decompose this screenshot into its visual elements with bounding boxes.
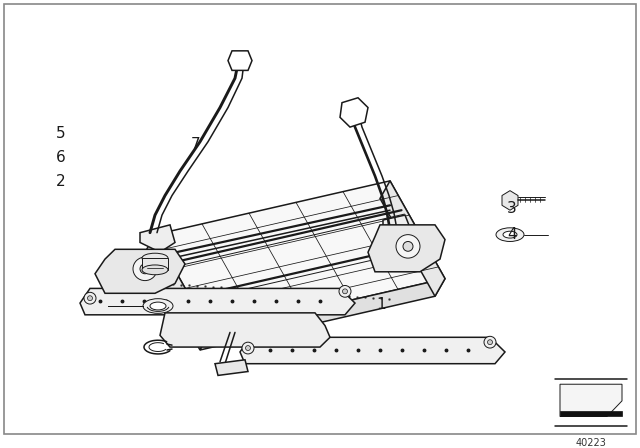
Circle shape [88, 296, 93, 301]
Ellipse shape [496, 228, 524, 241]
Text: 5: 5 [56, 126, 66, 141]
Text: 40223: 40223 [575, 438, 607, 448]
Text: 1: 1 [376, 297, 386, 312]
Polygon shape [340, 98, 368, 127]
Ellipse shape [142, 265, 168, 275]
Circle shape [403, 241, 413, 251]
Polygon shape [80, 289, 355, 315]
Polygon shape [95, 249, 185, 293]
Text: 4: 4 [507, 227, 517, 242]
Circle shape [339, 285, 351, 297]
Circle shape [342, 289, 348, 294]
Polygon shape [380, 181, 445, 296]
Circle shape [242, 342, 254, 354]
Text: 6: 6 [56, 150, 66, 165]
Ellipse shape [143, 299, 173, 313]
Text: 2: 2 [56, 174, 66, 189]
Polygon shape [368, 225, 445, 272]
Circle shape [140, 264, 150, 274]
Polygon shape [560, 411, 622, 417]
Circle shape [396, 235, 420, 258]
Text: 7: 7 [190, 137, 200, 152]
Polygon shape [200, 279, 445, 350]
Ellipse shape [142, 253, 168, 263]
Circle shape [84, 293, 96, 304]
Circle shape [246, 345, 250, 350]
Polygon shape [502, 191, 518, 210]
Polygon shape [140, 225, 175, 252]
Polygon shape [560, 384, 622, 417]
Polygon shape [228, 51, 252, 70]
Polygon shape [142, 258, 168, 270]
Polygon shape [215, 360, 248, 375]
Polygon shape [160, 313, 330, 347]
Polygon shape [383, 215, 412, 242]
Ellipse shape [503, 231, 517, 238]
Polygon shape [240, 337, 505, 364]
Circle shape [484, 336, 496, 348]
Text: 3: 3 [507, 201, 517, 215]
Ellipse shape [150, 302, 166, 310]
Circle shape [133, 257, 157, 280]
Polygon shape [145, 235, 210, 350]
Circle shape [488, 340, 493, 345]
Polygon shape [155, 181, 445, 332]
